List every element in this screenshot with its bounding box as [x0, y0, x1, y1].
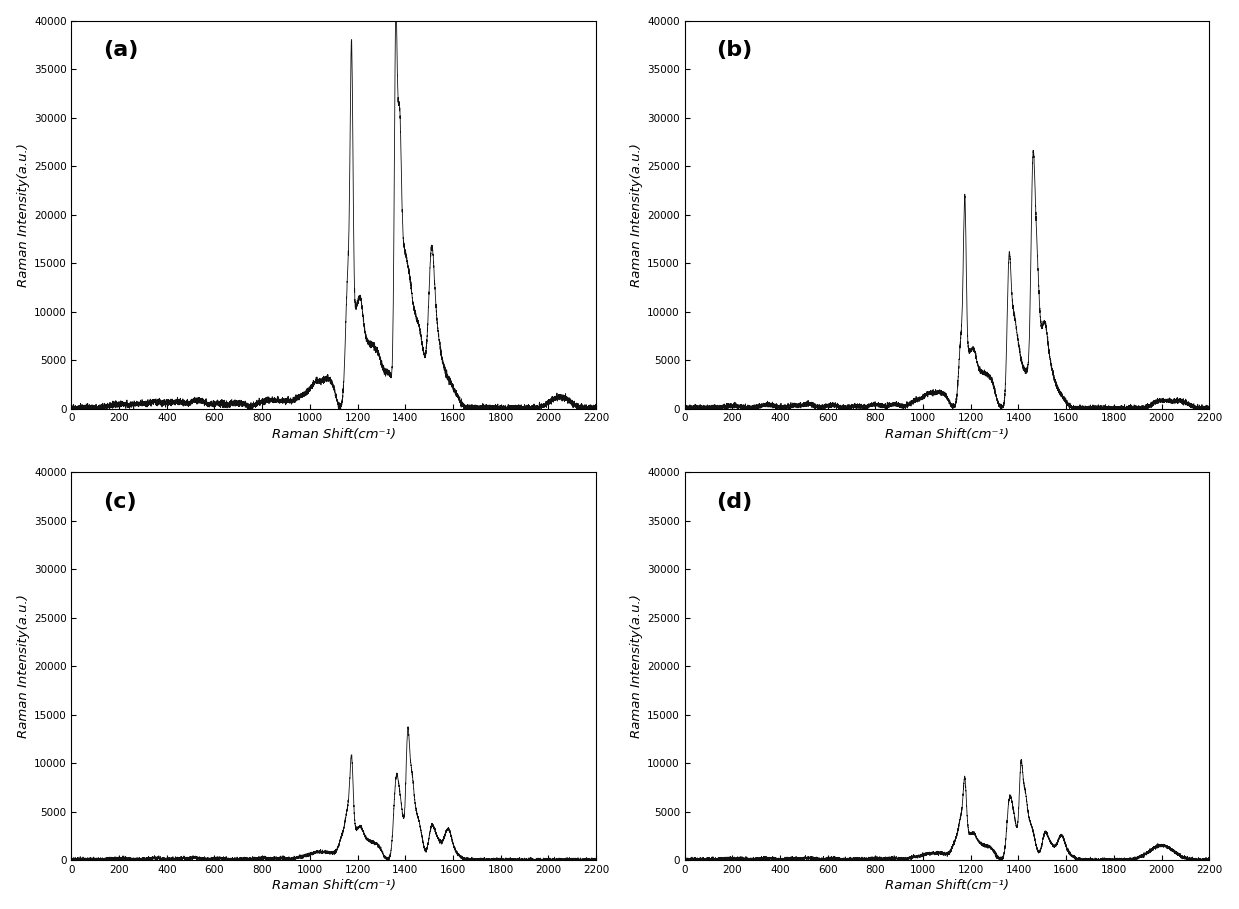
- Y-axis label: Raman Intensity(a.u.): Raman Intensity(a.u.): [16, 594, 30, 738]
- Text: (b): (b): [716, 40, 752, 60]
- Text: (d): (d): [716, 492, 752, 512]
- X-axis label: Raman Shift(cm⁻¹): Raman Shift(cm⁻¹): [885, 427, 1009, 441]
- X-axis label: Raman Shift(cm⁻¹): Raman Shift(cm⁻¹): [271, 879, 395, 893]
- X-axis label: Raman Shift(cm⁻¹): Raman Shift(cm⁻¹): [885, 879, 1009, 893]
- Y-axis label: Raman Intensity(a.u.): Raman Intensity(a.u.): [629, 594, 643, 738]
- Text: (a): (a): [103, 40, 139, 60]
- Y-axis label: Raman Intensity(a.u.): Raman Intensity(a.u.): [629, 143, 643, 286]
- X-axis label: Raman Shift(cm⁻¹): Raman Shift(cm⁻¹): [271, 427, 395, 441]
- Text: (c): (c): [103, 492, 136, 512]
- Y-axis label: Raman Intensity(a.u.): Raman Intensity(a.u.): [16, 143, 30, 286]
